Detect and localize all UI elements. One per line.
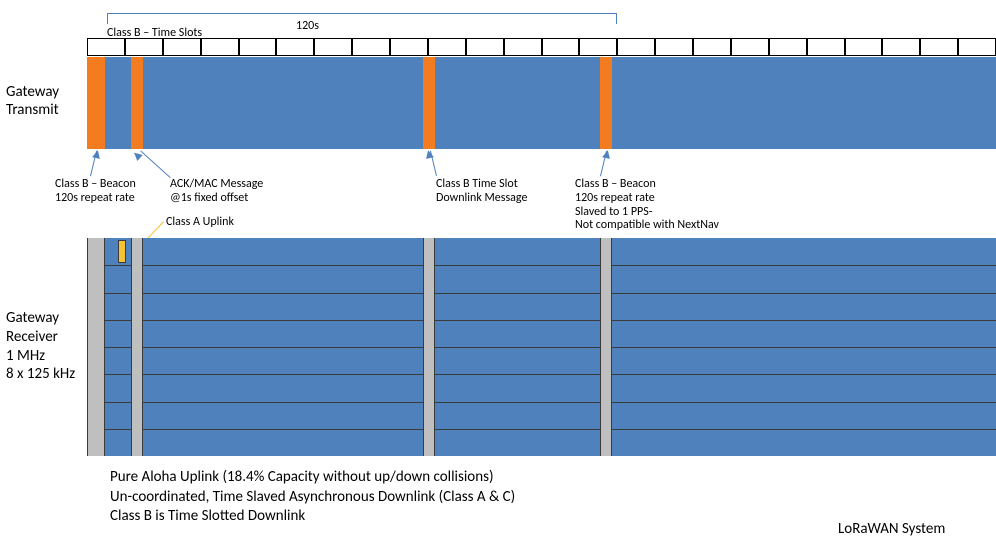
class-a-uplink-bar <box>118 240 126 263</box>
callout-line: Class B – Beacon <box>575 178 719 192</box>
footer-line: Un-coordinated, Time Slaved Asynchronous… <box>110 488 515 508</box>
callout-line: Slaved to 1 PPS- <box>575 206 719 220</box>
timeslot-cell <box>807 38 845 56</box>
timeslot-cell <box>920 38 958 56</box>
timeslot-cell <box>428 38 466 56</box>
timeslot-cell <box>769 38 807 56</box>
timeslot-cell <box>466 38 504 56</box>
receiver-channel-divider <box>87 402 996 403</box>
callout-line: Class B – Beacon <box>55 178 136 192</box>
callout-line: 120s repeat rate <box>575 192 719 206</box>
timeslot-cell <box>314 38 352 56</box>
receiver-channel-divider <box>87 429 996 430</box>
transmit-label: Gateway Transmit <box>6 83 59 119</box>
callout-arrow <box>140 150 171 178</box>
timeslot-cell <box>390 38 428 56</box>
timeslot-cell <box>958 38 996 56</box>
callout-line: Class A Uplink <box>166 216 234 230</box>
receiver-channel-divider <box>87 374 996 375</box>
timeslot-cell <box>579 38 617 56</box>
receiver-gap-column <box>600 238 612 456</box>
footer-line: Class B is Time Slotted Downlink <box>110 507 515 527</box>
transmit-event-bar <box>87 57 105 149</box>
timeslot-cell <box>201 38 239 56</box>
timeslots-row <box>87 38 996 56</box>
timeslot-cell <box>163 38 201 56</box>
system-label: LoRaWAN System <box>838 520 945 538</box>
callout-arrow-head <box>602 149 612 159</box>
receiver-gap-column <box>87 238 105 456</box>
receiver-label-line1: Gateway <box>6 309 75 328</box>
callout-beacon1: Class B – Beacon120s repeat rate <box>55 178 136 206</box>
timeslot-cell <box>239 38 277 56</box>
timeslot-cell <box>882 38 920 56</box>
callout-line: @1s fixed offset <box>170 192 263 206</box>
callout-arrow-head <box>92 149 102 159</box>
callout-classa: Class A Uplink <box>166 216 234 230</box>
receiver-label-line2: Receiver <box>6 328 75 347</box>
timeslot-cell <box>542 38 580 56</box>
callout-beacon2: Class B – Beacon120s repeat rateSlaved t… <box>575 178 719 233</box>
receiver-band <box>87 238 996 456</box>
timeslot-cell <box>845 38 883 56</box>
timeslot-cell <box>352 38 390 56</box>
receiver-channel-divider <box>87 293 996 294</box>
receiver-gap-column <box>131 238 143 456</box>
receiver-label-line3: 1 MHz <box>6 347 75 366</box>
duration-label: 120s <box>296 19 319 33</box>
callout-line: Not compatible with NextNav <box>575 219 719 233</box>
timeslot-cell <box>731 38 769 56</box>
transmit-label-line1: Gateway <box>6 83 59 101</box>
callout-ackmac: ACK/MAC Message@1s fixed offset <box>170 178 263 206</box>
callout-dlslot: Class B Time SlotDownlink Message <box>436 178 527 206</box>
receiver-channel-divider <box>87 347 996 348</box>
callout-line: ACK/MAC Message <box>170 178 263 192</box>
timeslot-cell <box>655 38 693 56</box>
timeslot-cell <box>87 38 125 56</box>
footer-text: Pure Aloha Uplink (18.4% Capacity withou… <box>110 468 515 527</box>
timeslot-cell <box>617 38 655 56</box>
timeslot-cell <box>693 38 731 56</box>
timeslot-cell <box>504 38 542 56</box>
timeslot-cell <box>125 38 163 56</box>
receiver-channel-divider <box>87 320 996 321</box>
transmit-label-line2: Transmit <box>6 101 59 119</box>
transmit-event-bar <box>131 57 143 149</box>
transmit-band <box>87 57 996 149</box>
callout-line: 120s repeat rate <box>55 192 136 206</box>
receiver-channel-divider <box>87 265 996 266</box>
receiver-label-line4: 8 x 125 kHz <box>6 365 75 384</box>
transmit-event-bar <box>600 57 612 149</box>
callout-line: Class B Time Slot <box>436 178 527 192</box>
receiver-label: Gateway Receiver 1 MHz 8 x 125 kHz <box>6 309 75 384</box>
timeslot-cell <box>276 38 314 56</box>
receiver-gap-column <box>423 238 435 456</box>
callout-line: Downlink Message <box>436 192 527 206</box>
footer-line: Pure Aloha Uplink (18.4% Capacity withou… <box>110 468 515 488</box>
duration-bracket <box>107 13 617 24</box>
transmit-event-bar <box>423 57 435 149</box>
